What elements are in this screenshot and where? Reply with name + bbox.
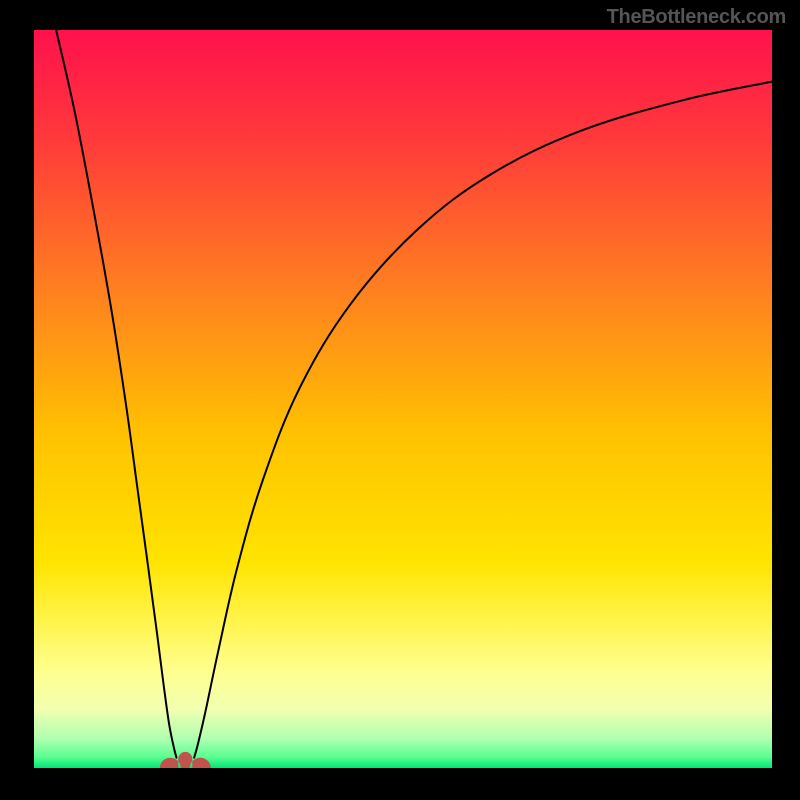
gradient-background [34, 30, 772, 768]
watermark-text: TheBottleneck.com [607, 6, 786, 29]
plot-area [34, 30, 772, 768]
chart-root: TheBottleneck.com [0, 0, 800, 800]
